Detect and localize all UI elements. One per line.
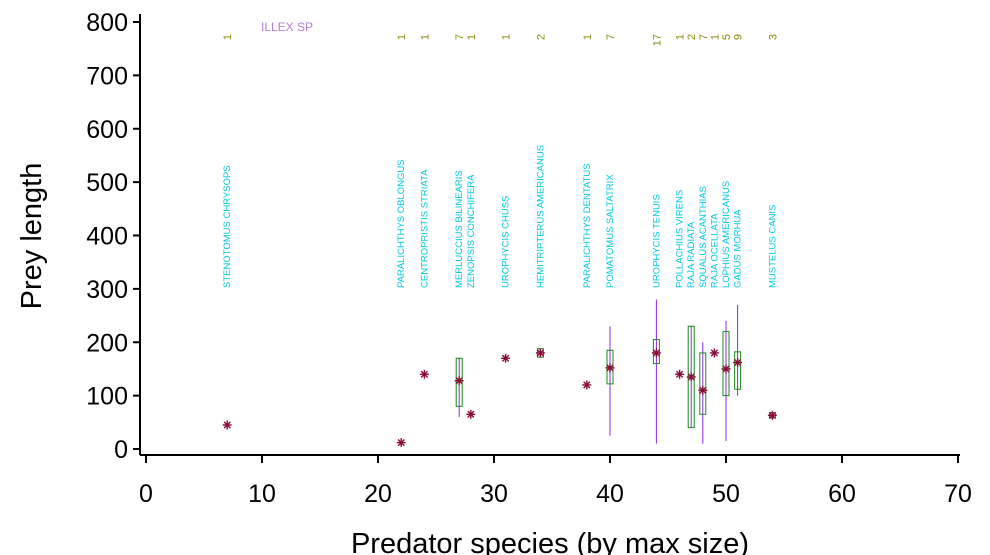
y-ticks: 0 100 200 300 400 500 600 700 800 — [86, 9, 140, 464]
sample-count-label: 1 — [222, 34, 234, 40]
iqr-box — [652, 339, 660, 365]
species-label: SQUALUS ACANTHIAS — [698, 186, 709, 288]
y-tick-label: 500 — [86, 169, 128, 197]
sample-count-label: 1 — [466, 34, 478, 40]
species-label: HEMITRIPTERUS AMERICANUS — [535, 145, 546, 288]
species-label: RAJA OCELLATA — [709, 213, 720, 288]
sample-count-label: 2 — [535, 34, 547, 40]
species-label: PARALICHTHYS OBLONGUS — [396, 159, 407, 288]
sample-count-label: 2 — [686, 34, 698, 40]
y-tick-label: 0 — [114, 436, 128, 464]
y-tick-label: 600 — [86, 116, 128, 144]
y-axis-title: Prey length — [16, 163, 48, 310]
sample-count-label: 7 — [605, 34, 617, 40]
sample-count-label: 3 — [767, 34, 779, 40]
sample-count-label: 1 — [396, 34, 408, 40]
axes — [139, 14, 960, 456]
species-label: POMATOMUS SALTATRIX — [605, 174, 616, 288]
sample-count-label: 1 — [419, 34, 431, 40]
species-label: PARALICHTHYS DENTATUS — [582, 163, 593, 288]
x-tick-label: 30 — [480, 480, 508, 508]
species-labels: STENOTOMUS CHRYSOPS PARALICHTHYS OBLONGUS… — [222, 145, 778, 288]
sample-count-label: 1 — [675, 34, 687, 40]
iqr-box — [734, 351, 742, 390]
top-annotation: ILLEX SP — [261, 20, 313, 34]
sample-count-label: 5 — [721, 34, 733, 40]
x-ticks: 0 10 20 30 40 50 60 70 — [139, 455, 972, 508]
x-tick-label: 60 — [828, 480, 856, 508]
x-axis-title: Predator species (by max size) — [351, 528, 749, 555]
iqr-box — [455, 357, 463, 407]
species-label: RAJA RADIATA — [686, 221, 697, 288]
y-tick-label: 300 — [86, 276, 128, 304]
species-label: POLLACHIUS VIRENS — [675, 190, 686, 288]
sample-count-label: 7 — [698, 34, 710, 40]
sample-count-label: 1 — [501, 34, 513, 40]
species-label: STENOTOMUS CHRYSOPS — [222, 165, 233, 288]
sample-count-label: 1 — [582, 34, 594, 40]
y-tick-label: 800 — [86, 9, 128, 37]
species-label: UROPHYCIS TENUIS — [651, 194, 662, 288]
species-label: GADUS MORHUA — [733, 209, 744, 288]
iqr-box — [606, 349, 614, 385]
sample-count-label: 17 — [651, 34, 663, 46]
x-tick-label: 10 — [248, 480, 276, 508]
y-tick-label: 700 — [86, 62, 128, 90]
sample-count-label: 1 — [709, 34, 721, 40]
x-tick-label: 70 — [944, 480, 972, 508]
species-label: LOPHIUS AMERICANUS — [721, 181, 732, 288]
y-tick-label: 400 — [86, 223, 128, 251]
count-labels: 1 1 1 7 1 1 2 1 7 17 1 2 7 1 5 9 3 — [222, 34, 779, 46]
y-tick-label: 200 — [86, 329, 128, 357]
species-label: MUSTELUS CANIS — [767, 205, 778, 288]
species-label: CENTROPRISTIS STRIATA — [419, 169, 430, 288]
species-label: MERLUCCIUS BILINEARIS — [454, 170, 465, 288]
x-tick-label: 20 — [364, 480, 392, 508]
y-tick-label: 100 — [86, 383, 128, 411]
species-label: ZENOPSIS CONCHIFERA — [466, 174, 477, 288]
box-marks — [222, 299, 777, 448]
iqr-box — [722, 331, 730, 397]
x-tick-label: 0 — [139, 480, 153, 508]
iqr-box — [699, 352, 707, 415]
x-tick-label: 50 — [712, 480, 740, 508]
sample-count-label: 9 — [733, 34, 745, 40]
species-label: UROPHYCIS CHUSS — [501, 196, 512, 288]
sample-count-label: 7 — [454, 34, 466, 40]
x-tick-label: 40 — [596, 480, 624, 508]
